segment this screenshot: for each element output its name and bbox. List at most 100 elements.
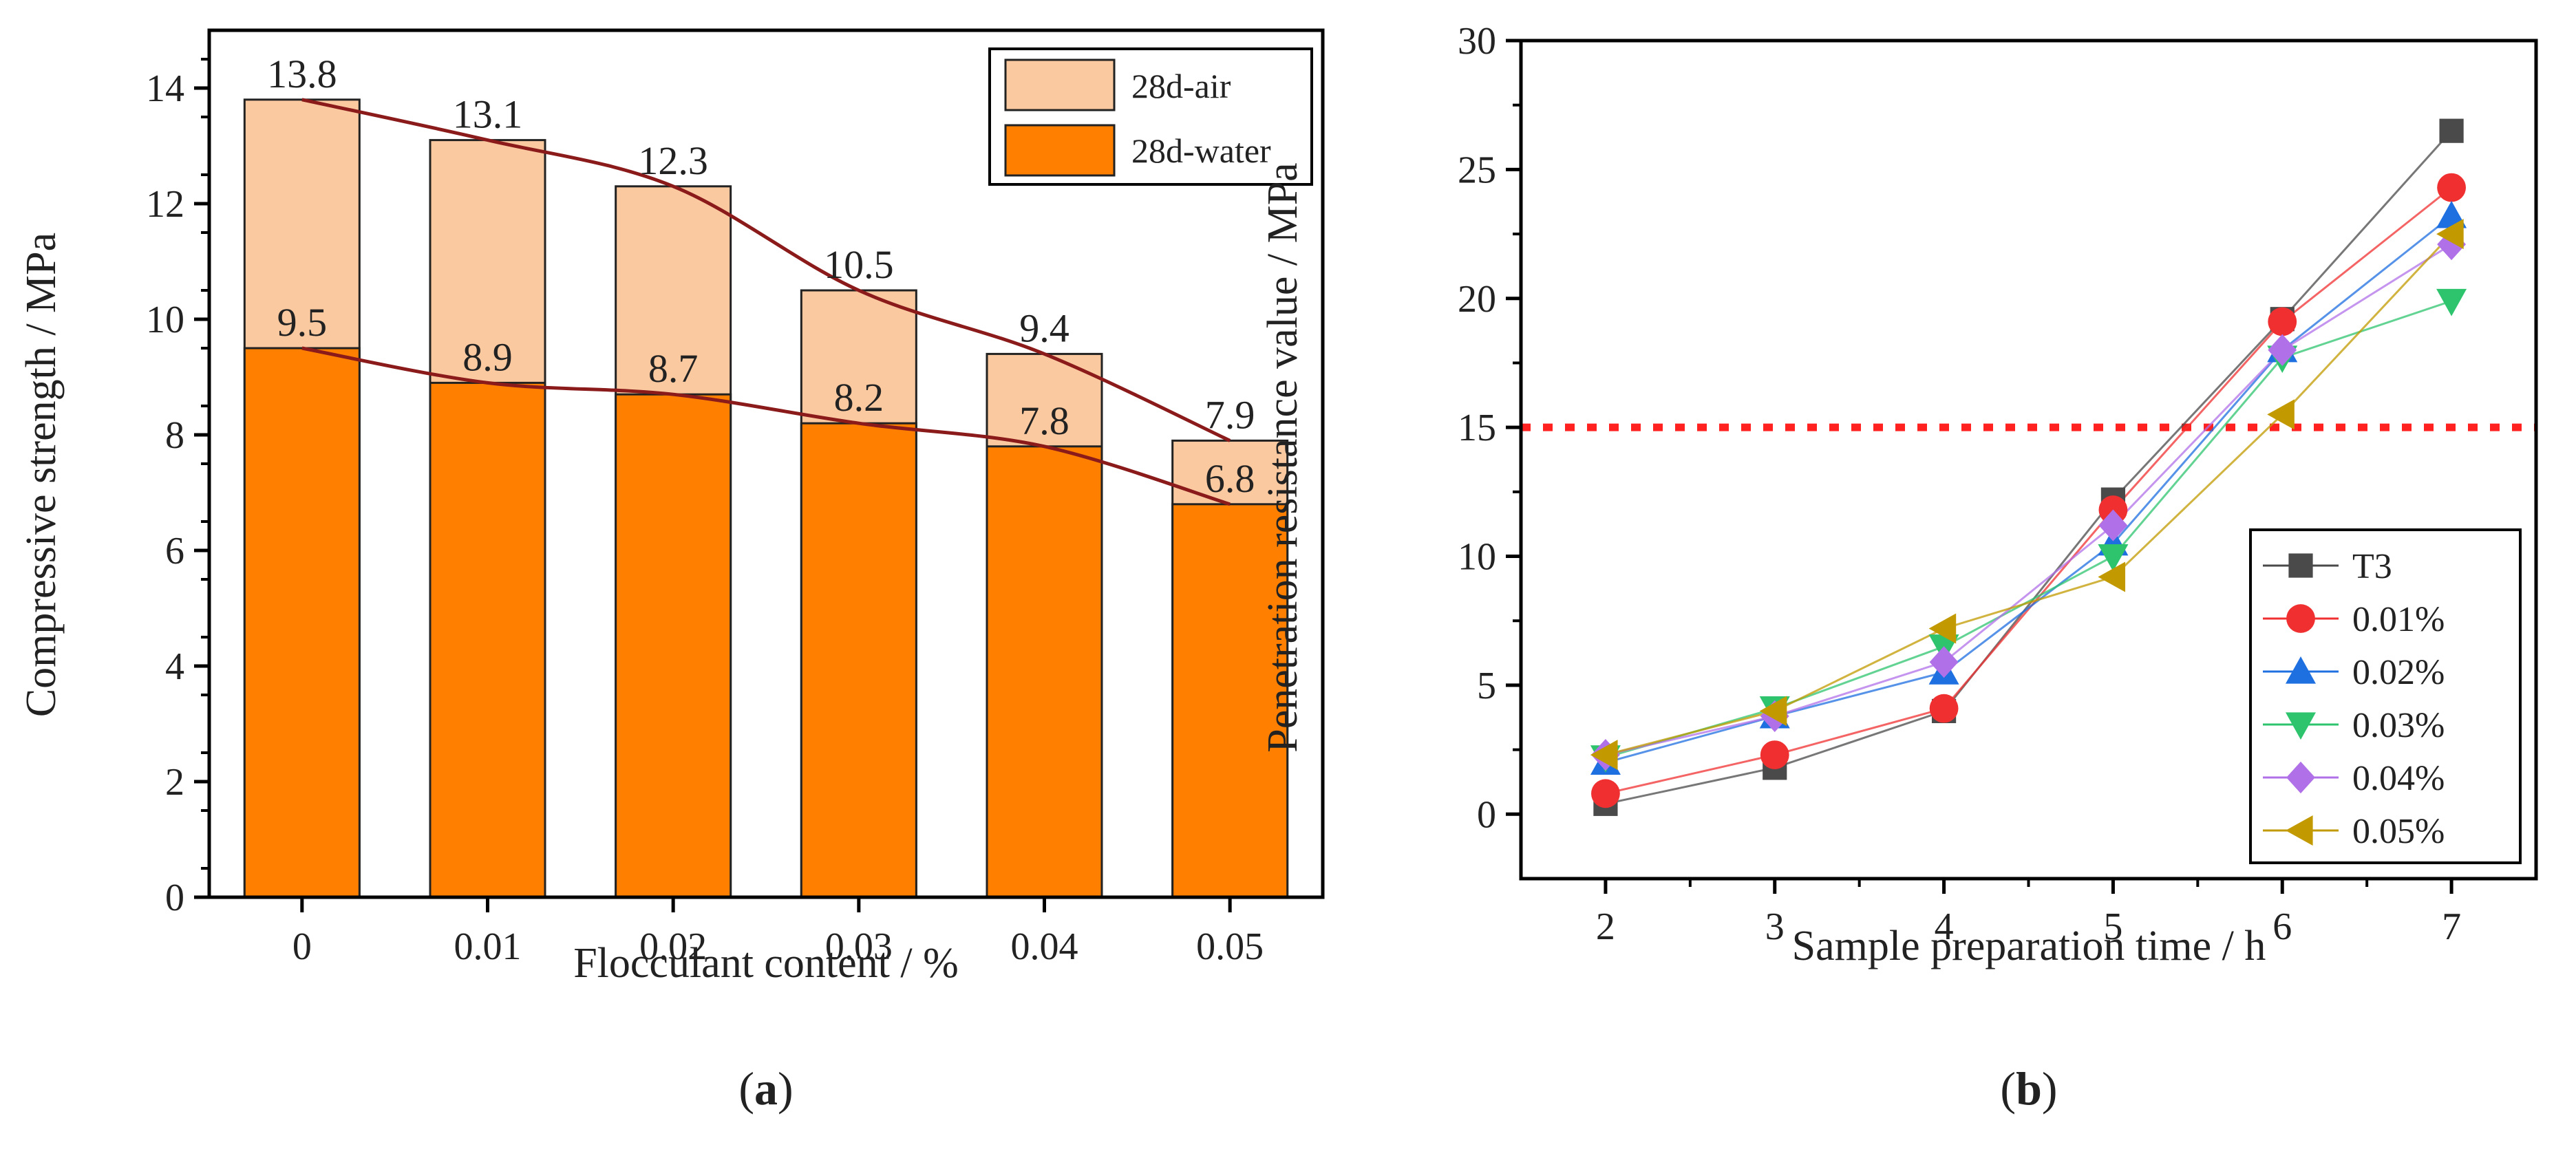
data-label-28d-air: 13.8 <box>267 52 337 96</box>
y-tick-label: 25 <box>1458 149 1496 191</box>
data-label-28d-air: 9.4 <box>1019 305 1069 350</box>
data-label-28d-air: 10.5 <box>824 242 894 287</box>
data-label-28d-air: 13.1 <box>453 92 523 137</box>
legend-marker-0-03pct <box>2286 712 2316 740</box>
data-label-28d-water: 7.8 <box>1019 398 1069 443</box>
panel-a-bar-chart: 13.8 9.5 13.1 8.9 12.3 8.7 10.5 8.2 9.4 7.8 7.9 6.8… <box>18 28 1325 1115</box>
x-tick-label: 0.02 <box>639 925 707 968</box>
bar-28d-water <box>243 347 361 899</box>
x-tick-label: 7 <box>2442 905 2461 948</box>
legend-label-0-04pct: 0.04% <box>2352 759 2445 798</box>
bar-28d-water <box>800 422 917 899</box>
y-tick-label: 8 <box>165 414 184 457</box>
legend-marker-0-01pct <box>2286 604 2315 633</box>
data-point-0-03pct <box>2098 544 2129 572</box>
data-point-0-01pct <box>2268 307 2297 336</box>
x-tick-label: 0.01 <box>454 925 522 968</box>
x-tick-label: 4 <box>1935 905 1954 948</box>
legend-label-0-03pct: 0.03% <box>2352 706 2445 745</box>
legend-marker-t3 <box>2288 553 2313 578</box>
panel-a-caption-close: ) <box>778 1062 794 1115</box>
data-label-28d-air: 12.3 <box>638 138 708 183</box>
bar-28d-water <box>986 445 1103 899</box>
legend-label-0-01pct: 0.01% <box>2352 600 2445 639</box>
data-label-28d-water: 8.2 <box>834 375 884 420</box>
panel-a-bars <box>243 98 1289 899</box>
data-label-28d-water: 9.5 <box>277 300 328 345</box>
panel-b-caption-tag: (b) <box>2000 1062 2057 1115</box>
data-point-0-05pct <box>2267 399 2295 430</box>
legend-swatch-28d-air <box>1004 58 1116 111</box>
panel-b-x-axis-ticks: 2 3 4 5 6 7 <box>1596 879 2461 948</box>
x-tick-label: 2 <box>1596 905 1615 948</box>
data-label-28d-water: 8.9 <box>462 334 513 379</box>
panel-a-data-labels: 13.8 9.5 13.1 8.9 12.3 8.7 10.5 8.2 9.4 7.8 7.9 6.8 <box>267 52 1255 501</box>
panel-a-y-axis-title: Compressive strength / MPa <box>18 233 65 717</box>
panel-a-legend: 28d-air 28d-water <box>988 47 1313 186</box>
data-point-0-04pct <box>2098 509 2128 541</box>
legend-label-t3: T3 <box>2352 547 2392 586</box>
panel-a-y-axis-ticks: 0 2 4 6 8 10 12 14 <box>146 58 209 919</box>
y-tick-label: 6 <box>165 530 184 572</box>
panel-a-caption-letter: a <box>754 1062 778 1115</box>
x-tick-label: 0.05 <box>1196 925 1264 968</box>
data-point-0-04pct <box>2268 334 2297 366</box>
x-tick-label: 0.04 <box>1011 925 1078 968</box>
legend-label-0-05pct: 0.05% <box>2352 812 2445 851</box>
panel-b-legend-items: T3 0.01% 0.02% 0.03% 0.04% 0.05% <box>2263 547 2445 851</box>
y-tick-label: 10 <box>146 299 184 341</box>
series-line-0-04pct <box>1605 243 2452 756</box>
data-label-28d-water: 8.7 <box>648 346 699 391</box>
series-line-0-03pct <box>1605 300 2452 759</box>
panel-b-legend: T3 0.01% 0.02% 0.03% 0.04% 0.05% <box>2249 528 2522 864</box>
panel-b-line-chart: 0 5 10 15 20 25 30 2 3 4 5 6 7 T3 0.01% 0.02% 0.03% 0.0… <box>1259 20 2538 1115</box>
panel-b-caption-close: ) <box>2042 1062 2058 1115</box>
panel-b-series <box>1590 118 2467 816</box>
y-tick-label: 0 <box>1477 793 1496 836</box>
bar-28d-water <box>429 381 546 899</box>
x-tick-label: 6 <box>2272 905 2292 948</box>
data-point-0-01pct <box>2437 173 2466 202</box>
trend-line-28d-water <box>301 346 1231 506</box>
data-point-0-01pct <box>1760 740 1789 770</box>
y-tick-label: 2 <box>165 761 184 804</box>
y-tick-label: 15 <box>1458 407 1496 449</box>
y-tick-label: 5 <box>1477 665 1496 707</box>
panel-b-legend-box <box>2249 528 2522 864</box>
panel-b-caption-letter: b <box>2016 1062 2042 1115</box>
data-label-28d-water: 6.8 <box>1205 456 1255 501</box>
legend-swatch-28d-water <box>1004 124 1116 177</box>
bar-28d-water <box>615 393 732 899</box>
panel-b-y-axis-ticks: 0 5 10 15 20 25 30 <box>1458 20 1521 836</box>
panel-a-caption-tag: (a) <box>738 1062 793 1115</box>
data-point-0-05pct <box>2098 561 2126 592</box>
y-tick-label: 20 <box>1458 278 1496 321</box>
data-point-0-05pct <box>1759 696 1787 727</box>
y-tick-label: 10 <box>1458 536 1496 579</box>
legend-marker-0-02pct <box>2286 656 2316 684</box>
y-tick-label: 0 <box>165 877 184 919</box>
series-line-t3 <box>1605 130 2453 805</box>
y-tick-label: 4 <box>165 645 184 688</box>
bar-28d-water <box>1171 503 1289 899</box>
panel-b-y-axis-title: Penetration resistance value / MPa <box>1259 162 1306 752</box>
panel-a-x-axis-title: Flocculant content / % <box>573 940 959 987</box>
legend-marker-0-05pct <box>2286 815 2313 846</box>
panel-a-trend-lines <box>301 98 1231 506</box>
data-point-0-05pct <box>2436 219 2464 250</box>
data-point-0-05pct <box>1928 613 1957 644</box>
x-tick-label: 3 <box>1765 905 1785 948</box>
x-tick-label: 5 <box>2103 905 2122 948</box>
panel-a-caption-open: ( <box>738 1062 754 1115</box>
trend-line-28d-air <box>301 98 1231 442</box>
x-tick-label: 0 <box>292 925 312 968</box>
legend-label-28d-air: 28d-air <box>1131 67 1231 105</box>
panel-b-caption-open: ( <box>2000 1062 2016 1115</box>
data-point-0-01pct <box>1591 779 1620 808</box>
data-point-0-01pct <box>1929 694 1959 723</box>
x-tick-label: 0.03 <box>825 925 893 968</box>
data-point-t3 <box>2439 118 2464 143</box>
data-point-0-02pct <box>2436 200 2467 228</box>
legend-label-28d-water: 28d-water <box>1131 131 1271 170</box>
